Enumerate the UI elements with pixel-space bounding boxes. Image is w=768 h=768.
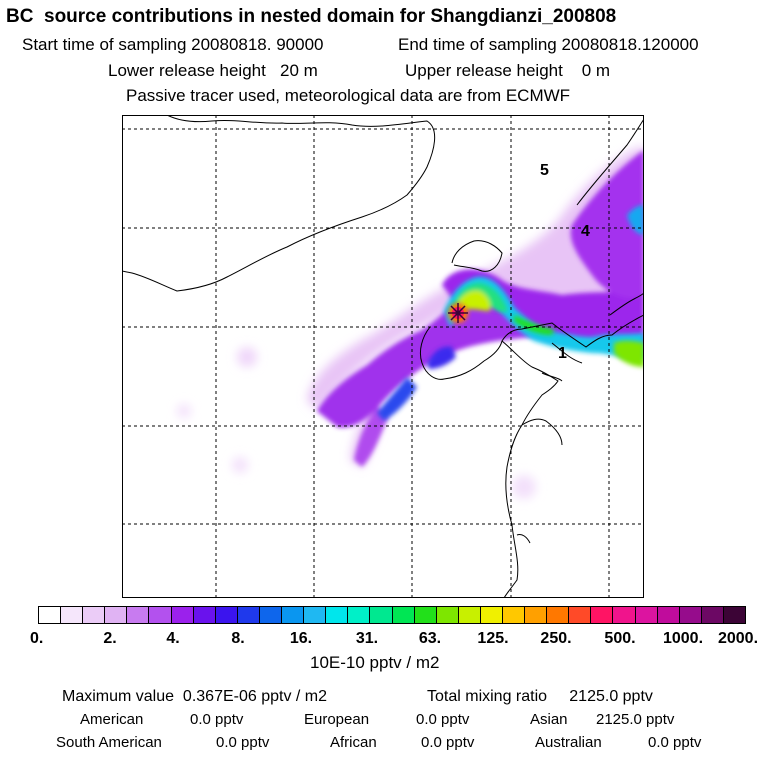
color-swatch xyxy=(657,607,680,623)
color-swatch xyxy=(414,607,437,623)
upper-release-height-label: Upper release height 0 m xyxy=(405,61,611,80)
tick-label: 4. xyxy=(166,630,180,647)
color-swatch xyxy=(723,607,745,623)
region-name: African xyxy=(330,734,377,751)
tick-label: 16. xyxy=(289,630,313,647)
region-value: 0.0 pptv xyxy=(648,734,702,751)
color-swatch xyxy=(525,607,548,623)
color-swatch xyxy=(480,607,503,623)
color-swatch xyxy=(613,607,636,623)
region-value: 0.0 pptv xyxy=(216,734,270,751)
region-name: South American xyxy=(56,734,162,751)
region-value: 0.0 pptv xyxy=(190,711,244,728)
tick-label: 1000. xyxy=(662,630,704,647)
tick-label: 125. xyxy=(477,630,509,647)
color-swatch xyxy=(215,607,238,623)
region-value: 0.0 pptv xyxy=(416,711,470,728)
color-swatch xyxy=(458,607,481,623)
map-gridlines xyxy=(122,115,644,598)
tick-label: 8. xyxy=(231,630,245,647)
color-swatch xyxy=(193,607,216,623)
color-swatch xyxy=(83,607,106,623)
map-frame xyxy=(122,115,644,598)
region-name: European xyxy=(304,711,370,728)
color-swatch xyxy=(547,607,570,623)
lower-release-height-label: Lower release height 20 m xyxy=(108,61,318,80)
color-swatch xyxy=(282,607,305,623)
color-swatch xyxy=(105,607,128,623)
color-swatch xyxy=(127,607,150,623)
receptor-hotspot xyxy=(448,303,468,323)
color-swatch xyxy=(502,607,526,623)
contribution-map: 5 4 1 xyxy=(122,115,644,598)
color-swatch xyxy=(39,607,62,623)
tick-label: 63. xyxy=(418,630,442,647)
color-swatch xyxy=(591,607,614,623)
map-canvas xyxy=(122,115,644,598)
map-title: BC source contributions in nested domain… xyxy=(6,6,617,27)
color-swatch xyxy=(701,607,724,623)
tick-label: 2000. xyxy=(717,630,759,647)
tick-label: 2. xyxy=(103,630,117,647)
color-swatch xyxy=(392,607,415,623)
start-time-label: Start time of sampling 20080818. 90000 xyxy=(22,35,324,54)
color-swatch xyxy=(370,607,393,623)
color-swatch xyxy=(61,607,84,623)
tracer-note: Passive tracer used, meteorological data… xyxy=(126,86,571,105)
region-name: Australian xyxy=(535,734,602,751)
plume-hotspot xyxy=(452,283,644,367)
region-value: 0.0 pptv xyxy=(421,734,475,751)
tick-label: 0. xyxy=(30,630,44,647)
color-swatch xyxy=(237,607,260,623)
end-time-label: End time of sampling 20080818.120000 xyxy=(398,35,699,54)
color-swatch xyxy=(635,607,658,623)
color-swatch xyxy=(259,607,283,623)
color-swatch xyxy=(569,607,592,623)
total-mixing-ratio-label: Total mixing ratio 2125.0 pptv xyxy=(427,688,653,705)
color-swatch xyxy=(326,607,349,623)
units-label: 10E-10 pptv / m2 xyxy=(310,653,440,672)
color-scale-bar xyxy=(38,606,746,624)
color-swatch xyxy=(149,607,172,623)
tick-label: 500. xyxy=(604,630,636,647)
color-swatch xyxy=(436,607,459,623)
region-name: Asian xyxy=(530,711,568,728)
color-swatch xyxy=(679,607,702,623)
position-label-1: 1 xyxy=(558,345,567,362)
region-name: American xyxy=(80,711,144,728)
region-value: 2125.0 pptv xyxy=(596,711,675,728)
color-swatch xyxy=(348,607,371,623)
star-icon xyxy=(448,303,468,323)
tick-label: 250. xyxy=(540,630,572,647)
maximum-value-label: Maximum value 0.367E-06 pptv / m2 xyxy=(62,688,328,705)
position-label-4: 4 xyxy=(581,223,590,240)
tick-label: 31. xyxy=(355,630,379,647)
color-swatch xyxy=(171,607,194,623)
position-label-5: 5 xyxy=(540,162,549,179)
color-swatch xyxy=(304,607,327,623)
